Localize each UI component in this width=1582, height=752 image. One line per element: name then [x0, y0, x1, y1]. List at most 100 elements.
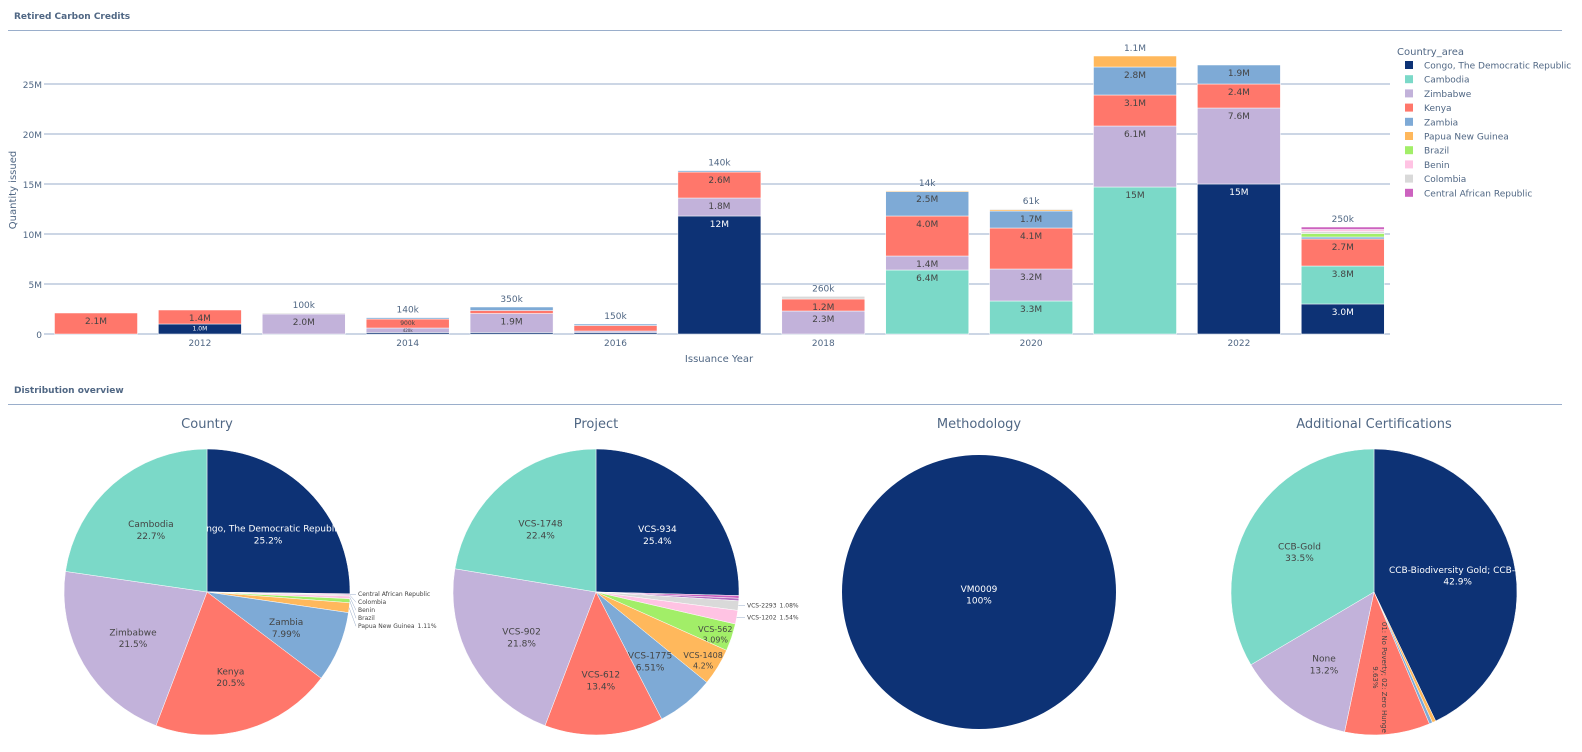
bar-segment[interactable]: [781, 296, 866, 300]
bar-2018[interactable]: 2.3M 1.2M 260k: [781, 284, 866, 335]
bar-segment[interactable]: [989, 227, 1073, 270]
bar-segment[interactable]: [365, 317, 450, 320]
bar-segment[interactable]: [1301, 229, 1385, 232]
bar-segment[interactable]: [1093, 186, 1177, 335]
bar-segment[interactable]: [1093, 125, 1177, 188]
bar-2011[interactable]: 2.1M: [54, 312, 138, 335]
bar-segment[interactable]: [573, 323, 658, 326]
bar-segment[interactable]: [1301, 236, 1385, 240]
pie-slice[interactable]: [1344, 591, 1430, 736]
legend-item[interactable]: Colombia: [1405, 174, 1466, 186]
bar-2022[interactable]: 15M 7.6M 2.4M 1.9M: [1197, 64, 1281, 335]
bar-segment[interactable]: [469, 306, 554, 311]
bar-segment[interactable]: [158, 309, 242, 325]
pie-slice[interactable]: [1250, 591, 1375, 733]
pie-slice[interactable]: [65, 448, 208, 593]
pie-slice[interactable]: [155, 591, 322, 736]
bar-segment[interactable]: [885, 190, 969, 217]
pie-country[interactable]: Country Congo, The Democratic Republic 25.…: [63, 417, 437, 736]
pie-methodology[interactable]: Methodology VM0009 100%: [842, 417, 1116, 729]
legend-item[interactable]: Central African Republic: [1405, 188, 1532, 200]
pie-slice-name: Benin: [358, 607, 375, 614]
bar-2012[interactable]: 1.0M 1.4M: [158, 309, 242, 335]
pie-slice[interactable]: [1230, 448, 1375, 666]
pie-slice[interactable]: [63, 571, 208, 726]
bar-value-label: 140k: [708, 159, 731, 169]
legend-item[interactable]: Cambodia: [1405, 75, 1470, 86]
bar-segment[interactable]: [573, 325, 658, 332]
bar-value-label: 1.9M: [1228, 69, 1250, 79]
bar-segment[interactable]: [1301, 265, 1385, 305]
pie-slice-name: CCB-Biodiversity Gold; CCB-Cli: [1389, 566, 1526, 576]
pie-slice[interactable]: [842, 455, 1116, 729]
legend-label: Zimbabwe: [1424, 90, 1472, 100]
pie-additional-certifications[interactable]: Additional Certifications CCB-Biodiversit…: [1230, 417, 1526, 736]
bar-segment[interactable]: [1093, 66, 1177, 96]
pie-slice[interactable]: [454, 448, 597, 593]
pie-slice-percent: 7.99%: [272, 630, 301, 640]
bar-segment[interactable]: [1301, 303, 1385, 335]
pie-slice[interactable]: [206, 448, 351, 595]
bar-2013[interactable]: 2.0M 100k: [262, 301, 346, 335]
legend-item[interactable]: Congo, The Democratic Republic: [1405, 61, 1571, 72]
bar-segment[interactable]: [469, 310, 554, 314]
bar-segment[interactable]: [885, 215, 969, 257]
bar-2017[interactable]: 12M 1.8M 2.6M 140k: [677, 159, 762, 335]
legend-item[interactable]: Zambia: [1405, 117, 1458, 129]
legend-item[interactable]: Brazil: [1405, 146, 1449, 157]
bar-segment[interactable]: [1093, 94, 1177, 127]
pie-slice-percent: 20.5%: [216, 679, 245, 689]
bar-segment[interactable]: [262, 312, 346, 315]
bar-segment[interactable]: [1197, 183, 1281, 335]
x-tick-label: 2020: [1020, 339, 1043, 349]
bar-segment[interactable]: [1197, 83, 1281, 109]
bar-value-label: 1.2M: [812, 303, 834, 313]
bar-segment[interactable]: [677, 171, 762, 199]
bar-segment[interactable]: [1093, 55, 1177, 68]
legend-swatch: [1405, 103, 1413, 112]
legend-item[interactable]: Kenya: [1405, 103, 1452, 115]
bar-segment[interactable]: [989, 208, 1073, 210]
bar-segment[interactable]: [677, 215, 762, 335]
bar-segment[interactable]: [1197, 107, 1281, 185]
bar-segment[interactable]: [1301, 238, 1385, 267]
pie-slice-label: Papua New Guinea 1.11%: [358, 623, 437, 630]
bar-segment[interactable]: [885, 190, 969, 192]
bar-value-label: 1.7M: [1020, 215, 1042, 225]
bar-2023[interactable]: 3.0M 3.8M 2.7M 250k: [1301, 215, 1385, 335]
bar-chart[interactable]: 0 5M 10M 15M 20M 25M Quantity issued Issuance Y…: [0, 0, 1582, 372]
bar-segment[interactable]: [989, 300, 1073, 335]
pie-slice-label: VCS-562 3.09%: [698, 625, 732, 644]
pie-slice[interactable]: [452, 568, 597, 726]
bar-2019[interactable]: 6.4M 1.4M 4.0M 2.5M 14k: [885, 179, 969, 335]
legend-item[interactable]: Zimbabwe: [1405, 89, 1472, 100]
bar-segment[interactable]: [1301, 231, 1385, 234]
bar-2016[interactable]: 150k: [573, 312, 658, 335]
bar-segment[interactable]: [54, 312, 138, 335]
x-tick-label: 2018: [812, 339, 835, 349]
legend-item[interactable]: Papua New Guinea: [1405, 132, 1509, 143]
bar-2021[interactable]: 15M 6.1M 3.1M 2.8M 1.1M: [1093, 44, 1177, 335]
pie-slice[interactable]: [1373, 448, 1518, 722]
bar-segment[interactable]: [1301, 226, 1385, 230]
legend-label: Congo, The Democratic Republic: [1424, 62, 1571, 72]
legend-item[interactable]: Benin: [1405, 160, 1450, 171]
legend-swatch: [1405, 61, 1413, 69]
pie-slice-label: VCS-2293 1.08%: [747, 603, 799, 610]
pie-slice[interactable]: [544, 591, 663, 736]
bar-segment[interactable]: [677, 170, 762, 173]
bar-segment[interactable]: [1301, 233, 1385, 238]
bar-value-label: 4.0M: [916, 220, 938, 230]
bar-segment[interactable]: [989, 268, 1073, 302]
bar-segment[interactable]: [885, 269, 969, 335]
bar-segment[interactable]: [1197, 64, 1281, 85]
pie-slice-label: CCB-Gold 33.5%: [1278, 542, 1321, 564]
pie-title: Methodology: [937, 417, 1022, 432]
bar-2015[interactable]: 1.9M 350k: [469, 295, 554, 335]
pie-slice[interactable]: [595, 448, 740, 596]
bar-2020[interactable]: 3.3M 3.2M 4.1M 1.7M 61k: [989, 197, 1073, 335]
bar-value-label: 3.8M: [1332, 270, 1354, 280]
